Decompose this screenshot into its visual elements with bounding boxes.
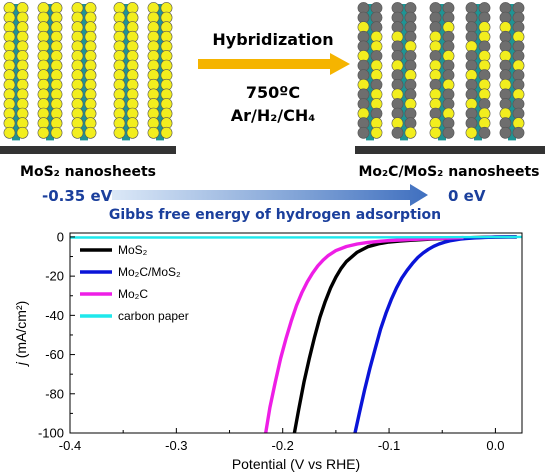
y-tick-label: 0 [57,229,64,244]
nanosheet [3,2,29,141]
polarization-chart: -0.4 -0.3 -0.2 -0.1 0.0 0 -20 -40 -60 -80 -100 MoS… [13,229,523,472]
s-atom [160,126,173,139]
mos2-nanosheets-illustration [3,2,173,141]
temperature-label: 750ºC [246,83,300,102]
plot-frame [69,232,523,434]
x-tick-label: -0.2 [272,438,294,453]
legend-label: Mo₂C [118,287,148,301]
atmosphere-label: Ar/H₂/CH₄ [231,106,316,125]
y-axis-label: j (mA/cm²) [13,301,29,368]
series-layer [70,235,522,433]
mo-layer [474,4,482,141]
nanosheet [391,2,417,141]
mo-layer [366,4,374,141]
s-atom [126,126,139,139]
y-tick-label: -60 [45,347,64,362]
legend-label: MoS₂ [118,243,148,257]
x-axis-label: Potential (V vs RHE) [232,456,360,472]
y-tick-label: -100 [38,426,64,441]
s-atom [370,126,383,139]
s-atom [37,126,50,139]
process-title: Hybridization [212,30,333,49]
c-atom [499,126,512,139]
legend-label: Mo₂C/MoS₂ [118,265,181,279]
y-tick-label: -40 [45,308,64,323]
c-atom [391,126,404,139]
energy-left-label: -0.35 eV [42,187,113,205]
mo-layer [80,4,88,141]
mo-layer [12,4,20,141]
series-line-0 [292,235,517,433]
series-line-2 [264,235,464,433]
left-substrate [0,146,176,154]
nanosheet [37,2,63,141]
mo2c-mos2-nanosheets-illustration [357,2,525,141]
energy-right-label: 0 eV [448,187,486,205]
mo-layer [508,4,516,141]
s-atom [3,126,16,139]
nanosheet [429,2,455,141]
mo-layer [156,4,164,141]
axes-layer: -0.4 -0.3 -0.2 -0.1 0.0 0 -20 -40 -60 -80 -100 [38,229,504,453]
mo-layer [46,4,54,141]
s-atom [113,126,126,139]
x-tick-label: 0.0 [486,438,504,453]
s-atom [404,126,417,139]
c-atom [442,126,455,139]
mo-layer [122,4,130,141]
s-atom [147,126,160,139]
left-sheets-label: MoS₂ nanosheets [20,164,156,180]
x-tick-label: -0.1 [378,438,400,453]
x-tick-label: -0.3 [165,438,187,453]
right-sheets-label: Mo₂C/MoS₂ nanosheets [358,164,539,180]
c-atom [512,126,525,139]
s-atom [465,126,478,139]
nanosheet [113,2,139,141]
right-substrate [355,146,545,154]
c-atom [357,126,370,139]
chart-legend: MoS₂ Mo₂C/MoS₂ Mo₂C carbon paper [80,243,189,323]
nanosheet [499,2,525,141]
mo-layer [438,4,446,141]
c-atom [478,126,491,139]
s-atom [50,126,63,139]
series-line-1 [353,235,517,433]
y-tick-label: -80 [45,386,64,401]
x-tick-label: -0.4 [59,438,81,453]
nanosheet [147,2,173,141]
mo-layer [400,4,408,141]
y-tick-label: -20 [45,269,64,284]
legend-label: carbon paper [118,309,189,323]
energy-caption: Gibbs free energy of hydrogen adsorption [109,207,441,223]
s-atom [429,126,442,139]
nanosheet [465,2,491,141]
nanosheet [71,2,97,141]
s-atom [71,126,84,139]
process-arrow [198,53,350,75]
series-line-3 [70,235,522,239]
s-atom [84,126,97,139]
energy-arrow [112,184,428,206]
s-atom [16,126,29,139]
nanosheet [357,2,383,141]
